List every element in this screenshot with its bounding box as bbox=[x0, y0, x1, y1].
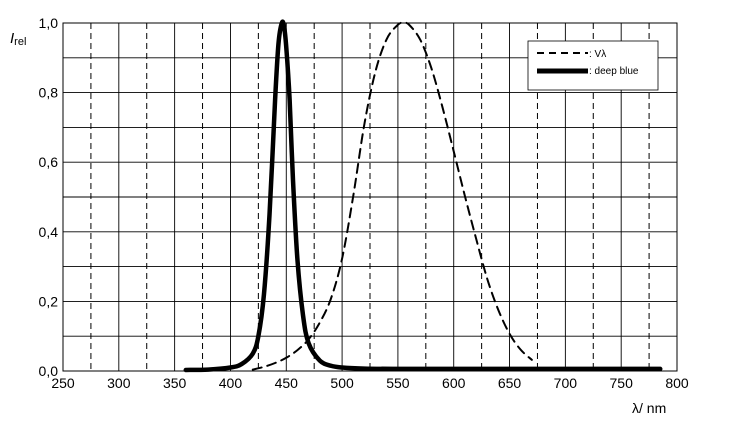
legend-label-vlambda: : Vλ bbox=[589, 49, 606, 60]
x-tick-label: 350 bbox=[163, 375, 187, 391]
legend: : Vλ : deep blue bbox=[527, 40, 659, 91]
y-tick-label: 1,0 bbox=[39, 15, 59, 31]
x-tick-label: 600 bbox=[442, 375, 466, 391]
legend-box bbox=[527, 40, 659, 91]
y-tick-label: 0,4 bbox=[39, 224, 59, 240]
y-axis-title-sub: rel bbox=[14, 36, 26, 48]
x-tick-label: 400 bbox=[219, 375, 243, 391]
x-axis-ticks: 250 300 350 400 450 500 550 600 650 700 750 800 bbox=[51, 375, 689, 391]
x-tick-label: 650 bbox=[498, 375, 522, 391]
y-axis-title-main: I bbox=[10, 30, 14, 47]
x-tick-label: 750 bbox=[610, 375, 634, 391]
x-tick-label: 450 bbox=[275, 375, 299, 391]
series-line-deep-blue bbox=[183, 19, 663, 373]
x-tick-label: 700 bbox=[554, 375, 578, 391]
y-axis-title: Irel bbox=[10, 30, 26, 48]
y-tick-label: 0,2 bbox=[39, 293, 59, 309]
x-tick-label: 800 bbox=[665, 375, 689, 391]
legend-label-deep-blue: : deep blue bbox=[589, 66, 639, 77]
x-tick-label: 500 bbox=[330, 375, 354, 391]
y-axis-ticks: 0,0 0,2 0,4 0,6 0,8 1,0 bbox=[39, 15, 59, 379]
y-tick-label: 0,8 bbox=[39, 85, 59, 101]
x-axis-title: λ/ nm bbox=[632, 400, 666, 416]
series-layer bbox=[183, 19, 663, 373]
x-tick-label: 550 bbox=[386, 375, 410, 391]
x-tick-label: 250 bbox=[51, 375, 75, 391]
x-tick-label: 300 bbox=[107, 375, 131, 391]
y-tick-label: 0,6 bbox=[39, 154, 59, 170]
series-line-vlambda bbox=[251, 21, 533, 371]
y-tick-label: 0,0 bbox=[39, 363, 59, 379]
